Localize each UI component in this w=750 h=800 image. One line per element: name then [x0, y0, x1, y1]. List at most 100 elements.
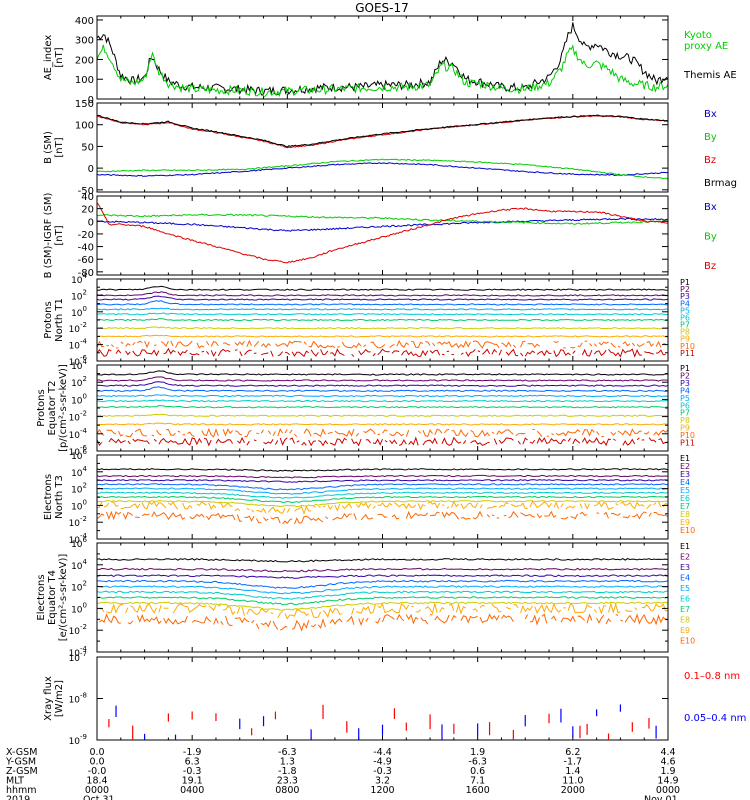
series-line-by [97, 158, 668, 180]
ephem-value: 0.6 [470, 766, 485, 777]
y-tick-label: 10-2 [69, 623, 87, 637]
tick-exponent: 4 [83, 272, 88, 280]
channel-label-p8: P8 [680, 416, 690, 425]
legend-entry: By [704, 132, 717, 143]
channel-label-p4: P4 [680, 299, 690, 308]
tick-base: 10 [71, 540, 83, 550]
tick-base: 10 [71, 379, 83, 389]
channel-line-e10 [97, 510, 668, 525]
channel-label-p11: P11 [680, 439, 695, 448]
y-tick-label: 102 [71, 375, 87, 389]
electrons_t4-ylabel: Electrons [36, 574, 47, 620]
y-tick-label: 102 [71, 288, 87, 302]
channel-line-p9 [97, 334, 668, 338]
bsmigrf-ylabel: B (SM)-IGRF (SM) [43, 193, 54, 279]
channel-label-p8: P8 [680, 328, 690, 337]
channel-line-e10 [99, 612, 668, 632]
legend-entry: Kyoto [684, 30, 712, 41]
tick-exponent: 2 [83, 375, 87, 383]
y-tick-label: 104 [71, 272, 87, 286]
y-tick-label: 10-4 [69, 645, 88, 659]
channel-line-p3 [97, 295, 668, 301]
tick-exponent: 6 [83, 536, 88, 544]
tick-base: 10 [71, 309, 83, 319]
legend-entry: proxy AE [684, 41, 728, 52]
ephem-value: 1.9 [470, 747, 485, 758]
y-tick-label: 10-4 [69, 532, 88, 546]
y-tick-label: 300 [75, 36, 94, 47]
y-tick-label: 10-7 [69, 650, 87, 664]
xray-ylabel: [W/m2] [54, 680, 65, 717]
channel-label-p4: P4 [680, 386, 690, 395]
channel-label-p1: P1 [680, 278, 690, 287]
channel-label-e5: E5 [680, 584, 690, 593]
tick-base: 10 [71, 469, 83, 479]
legend-entry: Brmag [704, 178, 737, 189]
channel-line-p5 [97, 307, 668, 311]
channel-line-e5 [97, 487, 668, 495]
protons_t1-ylabel: North T1 [54, 298, 65, 342]
y-tick-label: 10-2 [69, 321, 87, 335]
channel-label-e1: E1 [680, 542, 690, 551]
y-tick-label: 104 [71, 558, 87, 572]
tick-exponent: -4 [80, 427, 88, 435]
ephem-value: 1600 [466, 785, 490, 796]
ephem-value: 4.4 [660, 747, 675, 758]
tick-exponent: 6 [83, 448, 88, 456]
channel-line-e1 [97, 468, 668, 472]
channel-label-p7: P7 [680, 321, 690, 330]
channel-line-e8 [97, 601, 668, 611]
electrons_t4-ylabel: Equator T4 [47, 570, 58, 625]
channel-line-p2 [97, 376, 668, 382]
channel-line-e1 [97, 558, 668, 563]
channel-label-e8: E8 [680, 616, 690, 625]
y-tick-label: 106 [71, 536, 87, 550]
y-tick-label: -50 [78, 186, 94, 197]
ae-ylabel: AE_index [43, 35, 54, 81]
panel-bsm: -50 0 50 100 150 B (SM) [nT] Bx By Bz Brmag [43, 99, 737, 197]
date-start: Oct 31 [83, 795, 115, 800]
tick-exponent: 4 [83, 558, 88, 566]
tick-base: 10 [69, 448, 81, 458]
y-tick-label: 100 [71, 305, 87, 319]
y-tick-label: 0 [88, 95, 94, 106]
tick-base: 10 [69, 431, 81, 441]
tick-base: 10 [69, 358, 81, 368]
ephem-value: 1.4 [565, 766, 580, 777]
ephem-value: -1.7 [564, 757, 583, 768]
tick-base: 10 [71, 452, 83, 462]
channel-label-p9: P9 [680, 424, 690, 433]
channel-line-e5 [97, 585, 668, 595]
ephem-value: 0000 [85, 785, 109, 796]
channel-label-p6: P6 [680, 401, 690, 410]
channel-label-e7: E7 [680, 605, 690, 614]
ephem-value: -0.3 [373, 766, 392, 777]
ephem-value: 1.9 [660, 766, 675, 777]
tick-exponent: -2 [80, 623, 87, 631]
tick-base: 10 [71, 584, 83, 594]
bsm-ylabel: B (SM) [43, 131, 54, 164]
tick-exponent: -4 [80, 338, 88, 346]
ephem-value: 6.2 [565, 747, 580, 758]
series-line-themis-ae [97, 22, 668, 96]
channel-label-e3: E3 [680, 563, 690, 572]
channel-line-p2 [97, 291, 668, 297]
channel-label-e7: E7 [680, 502, 690, 511]
ephem-value: -1.8 [278, 766, 297, 777]
legend-entry: Bz [704, 155, 716, 166]
channel-label-e9: E9 [680, 626, 690, 635]
ephem-value: 0000 [656, 785, 680, 796]
y-tick-label: -80 [78, 268, 94, 279]
channel-line-e6 [97, 590, 668, 600]
protons_t2-ylabel: Protons [36, 389, 47, 426]
tick-exponent: -8 [80, 692, 87, 700]
tick-exponent: -6 [80, 444, 88, 452]
tick-base: 10 [69, 737, 81, 747]
ephem-value: 1.3 [280, 757, 295, 768]
y-tick-label: 100 [75, 121, 94, 132]
tick-exponent: 0 [83, 305, 87, 313]
